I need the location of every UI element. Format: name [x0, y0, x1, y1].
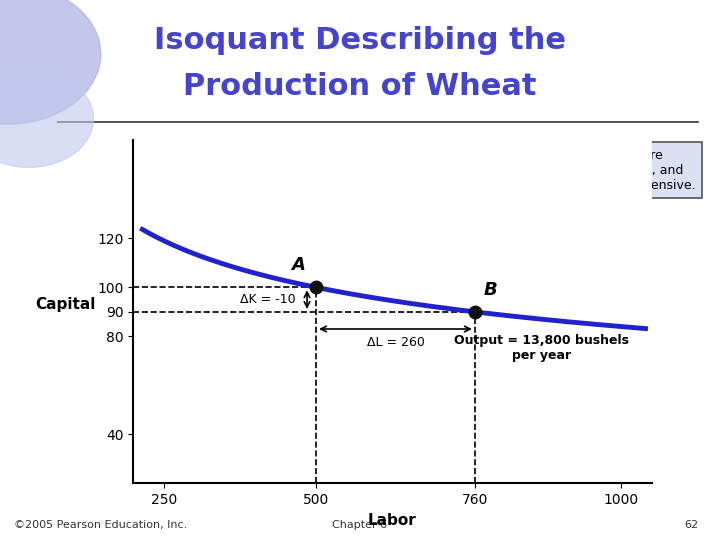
Text: 62: 62	[684, 520, 698, 530]
Text: ©2005 Pearson Education, Inc.: ©2005 Pearson Education, Inc.	[14, 520, 188, 530]
Text: Output = 13,800 bushels
per year: Output = 13,800 bushels per year	[454, 334, 629, 362]
Y-axis label: Capital: Capital	[35, 297, 96, 312]
Text: Production of Wheat: Production of Wheat	[184, 72, 536, 101]
Text: B: B	[484, 281, 498, 299]
X-axis label: Labor: Labor	[368, 512, 417, 528]
Text: ΔK = -10: ΔK = -10	[240, 293, 295, 306]
Text: A: A	[292, 256, 305, 274]
Text: Chapter 6: Chapter 6	[333, 520, 387, 530]
Text: Isoquant Describing the: Isoquant Describing the	[154, 26, 566, 55]
Text: ΔL = 260: ΔL = 260	[366, 336, 424, 349]
Text: Point A is more
capital-intensive, and
B is more labor-intensive.: Point A is more capital-intensive, and B…	[536, 148, 696, 192]
